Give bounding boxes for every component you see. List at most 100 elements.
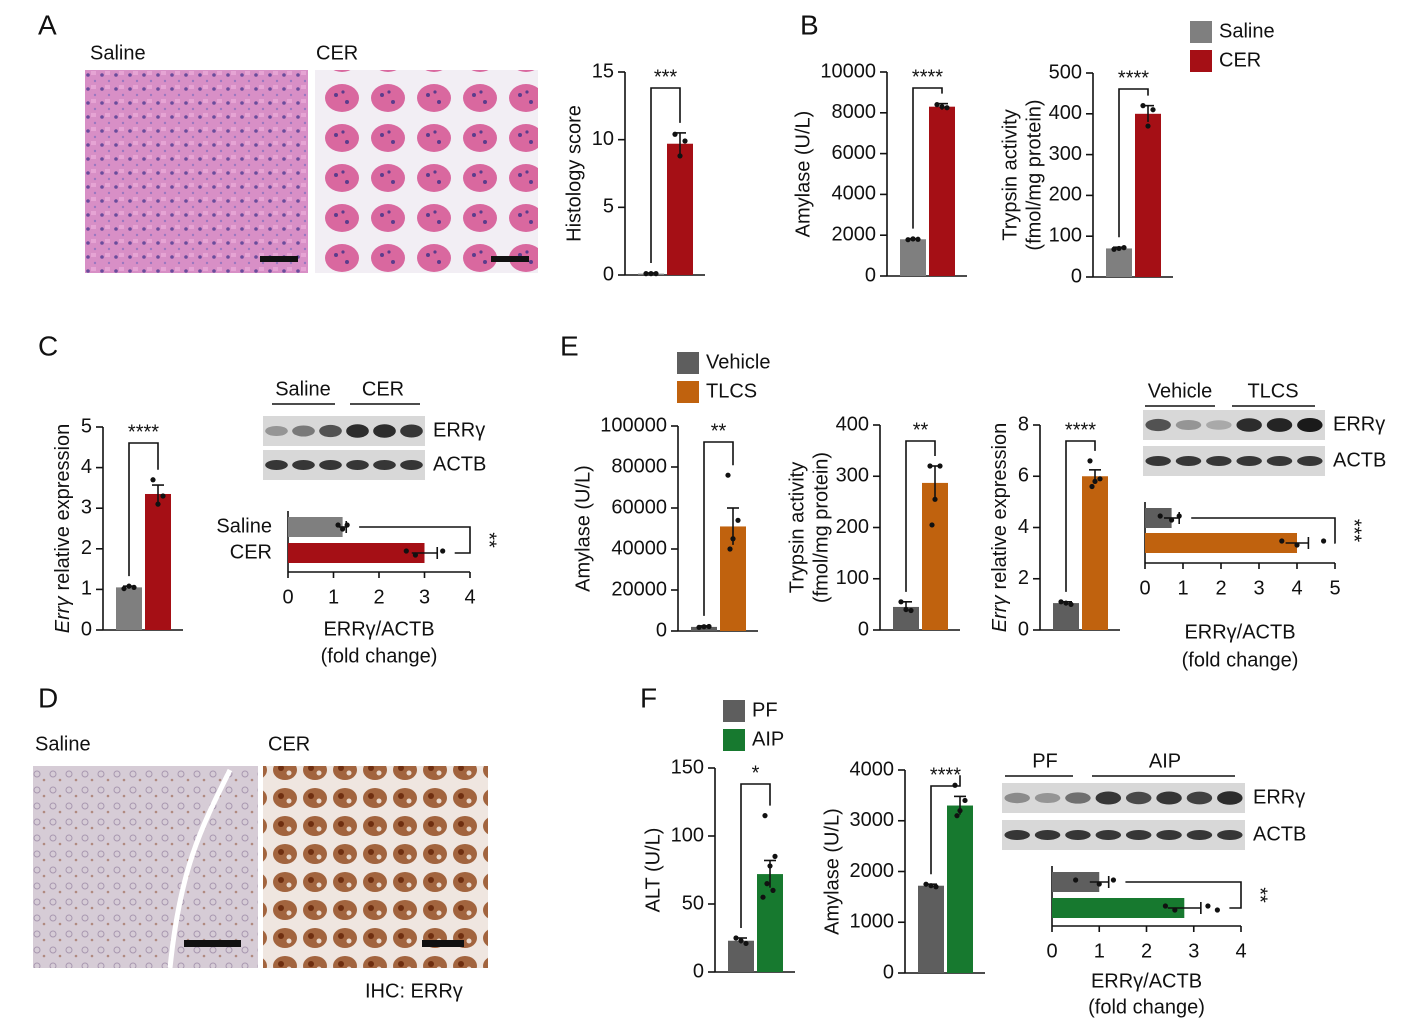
- data-point: [1140, 103, 1146, 109]
- data-point: [643, 271, 649, 277]
- data-point: [1145, 123, 1151, 129]
- y-axis-label: ALT (U/L): [642, 828, 664, 913]
- significance-label: ****: [1118, 67, 1149, 89]
- y-tick-label: 300: [1049, 143, 1082, 165]
- y-tick-label: 0: [603, 263, 614, 285]
- data-point: [1096, 881, 1102, 887]
- legend-swatch: [723, 700, 745, 722]
- y-tick-label: 60000: [611, 496, 667, 518]
- y-tick-label: 0: [883, 961, 894, 983]
- data-point: [648, 271, 654, 277]
- bar: [757, 874, 783, 972]
- blot-band: [1004, 792, 1030, 804]
- significance-bracket: [650, 87, 681, 263]
- data-point: [915, 236, 921, 242]
- blot-band: [1266, 456, 1293, 466]
- group-label: PF: [1032, 750, 1058, 772]
- y-tick-label: 4: [1018, 516, 1029, 538]
- y-tick-label: 3: [81, 496, 92, 518]
- group-label: CER: [362, 378, 404, 400]
- y-tick-label: 40000: [611, 537, 667, 559]
- bar: [947, 805, 973, 973]
- significance-label: ****: [1065, 419, 1096, 441]
- category-label: CER: [230, 541, 272, 563]
- histology-image: [85, 70, 308, 273]
- data-point: [1172, 907, 1178, 913]
- data-point: [910, 236, 916, 242]
- data-point: [682, 138, 688, 144]
- blot-band: [346, 424, 369, 438]
- significance-bracket: [703, 441, 734, 616]
- data-point: [412, 552, 418, 558]
- scale-bar: [491, 256, 529, 262]
- tissue-gap: [167, 768, 233, 969]
- data-point: [1097, 476, 1103, 482]
- blot-band: [1297, 456, 1323, 466]
- y-tick-label: 20000: [611, 578, 667, 600]
- y-axis-label-text: relative expression: [989, 423, 1011, 590]
- y-tick-label: 0: [858, 618, 869, 640]
- y-tick-label: 10000: [820, 60, 876, 82]
- y-tick-label: 2: [81, 537, 92, 559]
- data-point: [653, 271, 659, 277]
- category-label: Saline: [216, 515, 272, 537]
- data-point: [1068, 601, 1074, 607]
- y-axis-label-text: relative expression: [52, 424, 74, 591]
- blot-band: [373, 460, 396, 470]
- significance-bracket: [359, 526, 471, 554]
- group-label: Vehicle: [1148, 380, 1213, 402]
- blot-band: [1034, 830, 1061, 840]
- data-point: [440, 548, 446, 554]
- y-tick-label: 500: [1049, 61, 1082, 83]
- data-point: [898, 599, 904, 605]
- data-point: [730, 536, 736, 542]
- significance-label: ****: [930, 764, 961, 786]
- y-tick-label: 5: [81, 415, 92, 437]
- scale-bar: [260, 256, 298, 262]
- data-point: [957, 808, 963, 814]
- significance-label: ****: [128, 421, 159, 443]
- blot-band: [1175, 456, 1202, 466]
- x-tick-label: 3: [1188, 940, 1199, 962]
- data-point: [944, 105, 950, 111]
- y-tick-label: 4000: [850, 758, 895, 780]
- x-axis-label: ERRγ/ACTB: [1184, 621, 1295, 643]
- ihc-image: [33, 766, 258, 968]
- y-axis-label: Trypsin activity: [999, 109, 1021, 241]
- x-tick-label: 0: [282, 586, 293, 608]
- significance-bracket: [905, 440, 936, 592]
- blot-band: [1065, 792, 1091, 804]
- significance-label: **: [1249, 887, 1271, 903]
- bar: [893, 606, 919, 630]
- blot-protein: ERRγ: [1333, 413, 1385, 435]
- bar: [667, 143, 693, 275]
- x-tick-label: 5: [1329, 577, 1340, 599]
- y-axis-label: Errγ relative expression: [52, 424, 74, 633]
- bar: [1082, 476, 1108, 630]
- data-point: [155, 501, 161, 507]
- static: [33, 70, 538, 969]
- data-point: [1205, 903, 1211, 909]
- significance-bracket: [1191, 517, 1336, 544]
- panel-letter: E: [560, 330, 579, 361]
- data-point: [735, 517, 741, 523]
- data-point: [954, 813, 960, 819]
- data-point: [1073, 877, 1079, 883]
- blot-band: [1095, 830, 1122, 840]
- data-point: [725, 472, 731, 478]
- data-point: [1294, 542, 1300, 548]
- panel-letter: A: [38, 9, 57, 40]
- blot-band: [1175, 419, 1202, 431]
- y-tick-label: 2000: [832, 223, 877, 245]
- blot-band: [1236, 456, 1262, 466]
- y-tick-label: 200: [1049, 184, 1082, 206]
- panel-letter: F: [640, 682, 657, 713]
- legend-swatch: [1190, 50, 1212, 72]
- data-point: [923, 881, 929, 887]
- x-tick-label: 1: [1177, 577, 1188, 599]
- significance-label: **: [478, 532, 500, 548]
- data-point: [701, 624, 707, 630]
- image-label: Saline: [90, 42, 146, 64]
- data-point: [340, 526, 346, 532]
- data-point: [929, 522, 935, 528]
